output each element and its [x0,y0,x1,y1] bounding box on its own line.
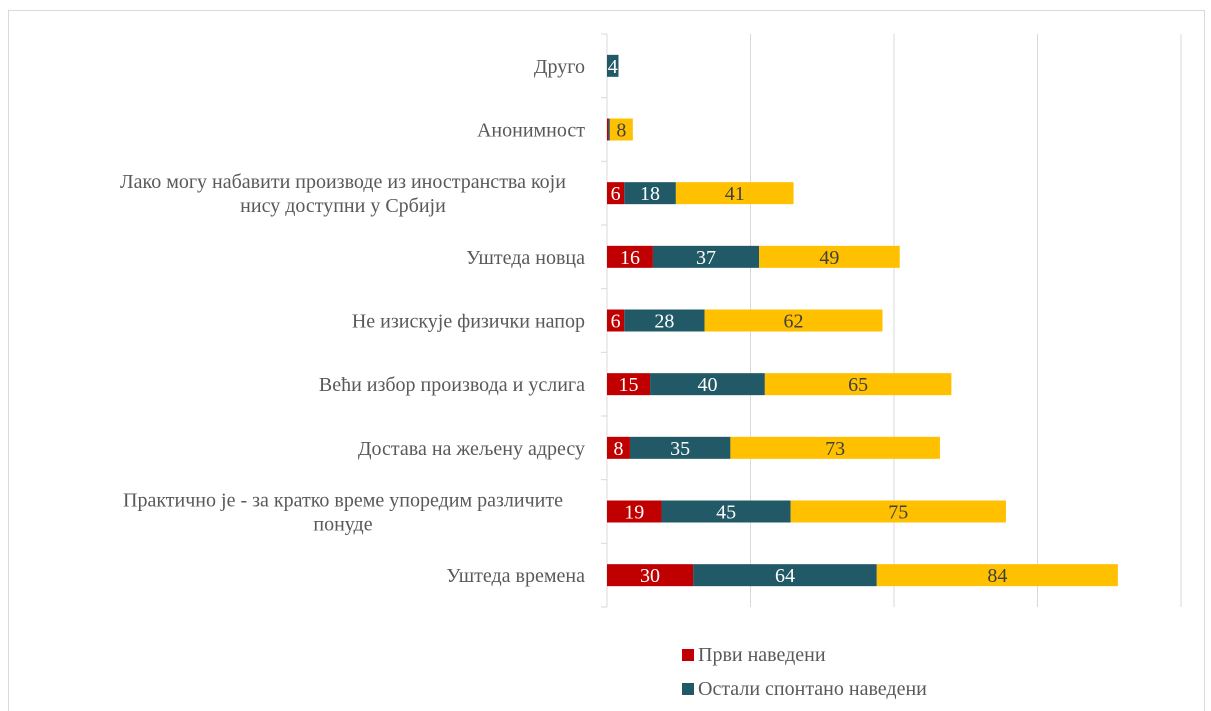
data-label: 65 [848,374,868,396]
data-label: 62 [784,311,804,333]
data-label: 73 [825,438,845,460]
category-label: Практично је - за кратко време упоредим … [123,490,563,536]
bar-segment [876,564,1118,587]
category-label-line: Уштеда новца [466,247,585,269]
category-label: Анонимност [477,120,585,142]
data-label: 49 [819,247,839,269]
data-label: 6 [611,311,621,333]
category-label-line: Анонимност [477,120,585,142]
category-label: Лако могу набавити производе из иностран… [120,171,566,217]
bar-segment [764,373,952,396]
bar-segment [790,500,1006,523]
category-labels: Друго Анонимност Лако могу набавити произв… [120,56,585,587]
data-label: 64 [775,565,795,587]
data-label: 4 [608,56,618,78]
bar-segment [607,182,625,205]
bar-segment [675,182,794,205]
data-label: 15 [619,374,639,396]
category-label: Уштеда новца [466,247,585,269]
category-label: Уштеда времена [446,565,585,587]
legend-swatch-others [682,683,694,695]
category-label: Не изискује физички напор [352,311,585,333]
bar-segment [608,118,610,141]
data-label: 6 [611,183,621,205]
data-label: 45 [716,502,736,524]
category-label-line: Уштеда времена [446,565,585,587]
data-label: 37 [696,247,716,269]
legend-item-first: Први наведени [682,642,927,668]
bar-segment [629,436,731,459]
data-label: 28 [654,311,674,333]
legend-label-others: Остали спонтано наведени [698,677,927,700]
data-label: 84 [987,565,1007,587]
bar-segment [607,373,651,396]
category-label-line: Већи избор производа и услига [319,374,585,396]
bar-segment [607,118,609,141]
bar-segment [704,309,883,332]
category-label: Друго [534,56,585,78]
category-label-line: понуде [313,514,372,536]
data-label: 8 [616,120,626,142]
legend-item-others: Остали спонтано наведени [682,676,927,702]
legend: Први наведени Остали спонтано наведени [682,642,927,710]
data-label: 40 [697,374,717,396]
bars: 4 8 6 18 41 16 37 49 6 28 62 15 40 65 8 35 73 19 45 75 30 64 8… [607,54,1118,587]
bar-segment [607,436,630,459]
category-label: Достава на жељену адресу [358,438,585,460]
data-label: 75 [888,502,908,524]
bar-segment [609,118,633,141]
data-label: 18 [640,183,660,205]
bar-segment [624,182,676,205]
category-label-line: Лако могу набавити производе из иностран… [120,171,566,193]
data-label: 35 [670,438,690,460]
category-label: Већи избор производа и услига [319,374,585,396]
data-label: 30 [640,565,660,587]
category-label-line: Друго [534,56,585,78]
data-label: 41 [725,183,745,205]
bar-segment [730,436,940,459]
category-label-line: нису доступни у Србији [240,195,446,217]
category-label-line: Практично је - за кратко време упоредим … [123,490,563,512]
bar-segment [652,245,760,268]
bar-segment [607,500,662,523]
category-label-line: Не изискује физички напор [352,311,585,333]
data-label: 8 [613,438,623,460]
category-label-line: Достава на жељену адресу [358,438,585,460]
legend-swatch-first [682,649,694,661]
bar-segment [624,309,705,332]
chart-frame [8,10,1205,711]
bar-segment [607,245,653,268]
bar-segment [607,54,619,77]
data-label: 16 [620,247,640,269]
data-label: 19 [624,502,644,524]
bar-segment [693,564,877,587]
bar-segment [607,309,625,332]
bar-segment [650,373,765,396]
bar-segment [607,564,694,587]
legend-label-first: Први наведени [698,643,826,666]
bar-segment [661,500,791,523]
bar-segment [759,245,900,268]
